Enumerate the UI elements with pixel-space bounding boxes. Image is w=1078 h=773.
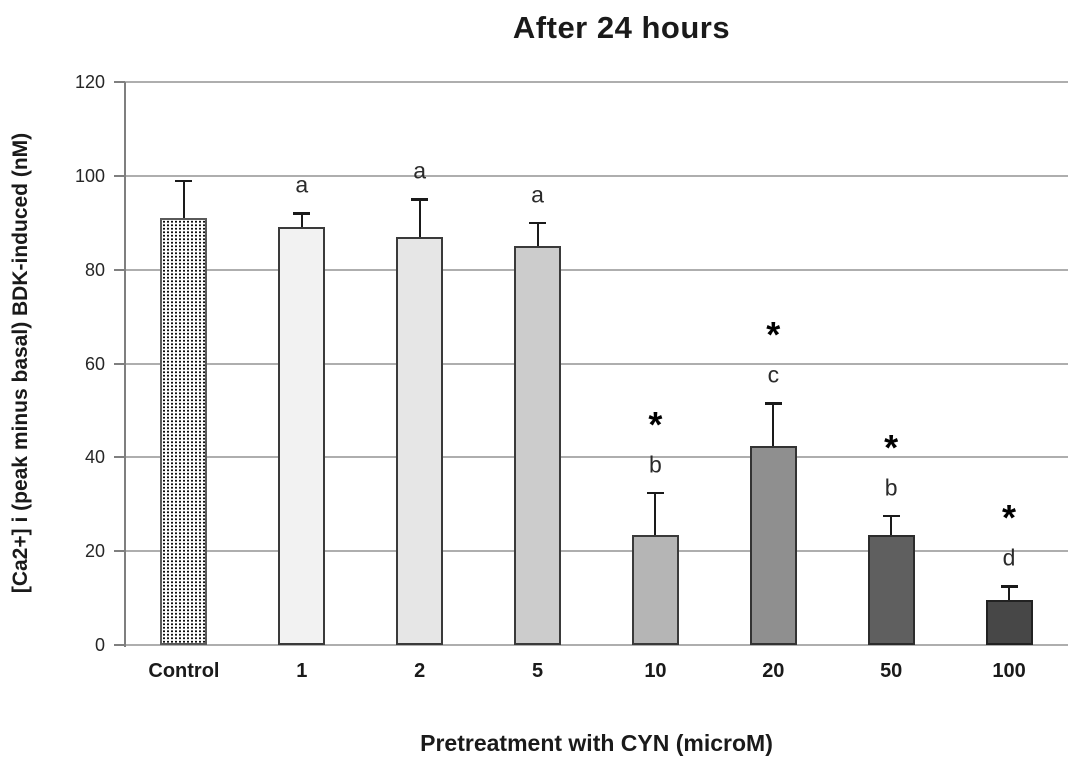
y-tick-label-20: 20 <box>84 541 105 562</box>
gridline-y-20 <box>125 550 1068 553</box>
y-tick-mark-100 <box>114 174 125 177</box>
y-tick-mark-20 <box>114 550 125 553</box>
annotation-letter-2: a <box>413 157 427 184</box>
x-axis-title: Pretreatment with CYN (microM) <box>420 730 773 756</box>
bar-10 <box>631 534 679 645</box>
error-bar-line-control <box>182 180 185 219</box>
annotation-letter-10: b <box>649 451 662 478</box>
gridline-y-100 <box>125 174 1068 177</box>
error-bar-line-2 <box>418 199 421 237</box>
x-category-label-100: 100 <box>992 660 1026 682</box>
error-bar-cap-5 <box>529 221 547 225</box>
error-bar-line-1 <box>300 213 303 228</box>
y-tick-mark-120 <box>114 81 125 83</box>
error-bar-line-5 <box>536 222 539 247</box>
gridline-y-80 <box>125 268 1068 271</box>
y-tick-mark-40 <box>114 456 125 459</box>
error-bar-line-50 <box>890 515 893 535</box>
error-bar-line-20 <box>772 403 775 446</box>
bar-control <box>160 218 208 645</box>
annotation-star-20: * <box>766 314 781 356</box>
error-bar-cap-2 <box>411 198 429 201</box>
bar-2 <box>396 236 444 645</box>
y-tick-label-100: 100 <box>74 165 105 186</box>
x-category-label-control: Control <box>148 660 220 682</box>
bar-1 <box>278 227 326 645</box>
error-bar-cap-20 <box>764 402 782 405</box>
x-category-label-10: 10 <box>644 660 667 682</box>
y-axis-line <box>124 82 126 647</box>
x-category-label-50: 50 <box>880 660 903 682</box>
annotation-letter-20: c <box>767 362 780 389</box>
y-tick-label-40: 40 <box>84 447 105 468</box>
bar-50 <box>867 534 915 645</box>
error-bar-cap-50 <box>882 514 900 518</box>
y-tick-label-0: 0 <box>94 635 105 655</box>
bar-100 <box>985 600 1033 645</box>
gridline-y-60 <box>125 362 1068 365</box>
chart-title: After 24 hours <box>512 10 731 45</box>
annotation-letter-5: a <box>531 181 544 208</box>
x-category-label-2: 2 <box>414 660 426 682</box>
y-tick-mark-0 <box>114 644 125 646</box>
annotation-star-10: * <box>648 403 663 445</box>
annotation-letter-100: d <box>1002 545 1016 572</box>
y-tick-label-120: 120 <box>74 72 105 92</box>
error-bar-cap-1 <box>293 212 311 215</box>
y-tick-mark-80 <box>114 268 125 271</box>
y-tick-label-60: 60 <box>84 353 105 374</box>
x-category-label-20: 20 <box>762 660 785 682</box>
annotation-letter-50: b <box>884 474 898 501</box>
y-tick-label-80: 80 <box>84 259 105 280</box>
error-bar-cap-10 <box>646 491 664 495</box>
gridline-y-40 <box>125 456 1068 459</box>
annotation-star-50: * <box>884 427 899 469</box>
error-bar-cap-100 <box>1000 585 1018 588</box>
bar-5 <box>514 246 562 645</box>
annotation-star-100: * <box>1002 497 1017 539</box>
bar-20 <box>749 445 797 645</box>
annotation-letter-1: a <box>295 172 309 199</box>
x-category-label-5: 5 <box>532 660 544 682</box>
error-bar-line-10 <box>654 492 657 535</box>
x-category-label-1: 1 <box>296 660 308 682</box>
error-bar-line-100 <box>1008 586 1011 601</box>
y-tick-mark-60 <box>114 362 125 365</box>
error-bar-cap-control <box>175 179 193 183</box>
gridline-y-120 <box>125 81 1068 83</box>
gridline-y-0 <box>125 644 1068 646</box>
